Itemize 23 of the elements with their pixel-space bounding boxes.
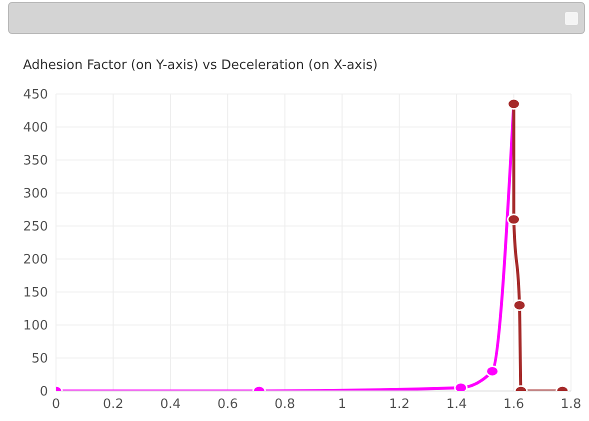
x-tick-label: 0.4 — [160, 397, 181, 412]
y-tick-label: 200 — [23, 252, 48, 268]
x-tick-label: 0.2 — [102, 397, 124, 412]
x-tick-label: 0.6 — [217, 397, 238, 412]
y-tick-label: 150 — [23, 286, 48, 301]
y-tick-label: 50 — [31, 352, 48, 367]
x-tick-label: 0 — [52, 397, 60, 412]
point — [512, 299, 526, 311]
y-tick-label: 400 — [23, 120, 48, 136]
y-tick-label: 300 — [23, 186, 48, 202]
x-tick-label: 1.4 — [446, 397, 467, 412]
y-tick-label: 0 — [40, 384, 48, 400]
x-tick-label: 1.8 — [560, 397, 582, 412]
x-tick-label: 1.2 — [388, 397, 410, 412]
chart-title: Adhesion Factor (on Y-axis) vs Deceleration (on X-axis) — [23, 58, 378, 73]
y-tick-label: 350 — [23, 154, 48, 169]
x-tick-label: 0.8 — [274, 397, 296, 412]
y-tick-label: 450 — [23, 88, 48, 103]
x-tick-label: 1 — [338, 397, 346, 412]
x-tick-label: 1.6 — [503, 397, 524, 412]
y-tick-label: 250 — [23, 220, 48, 235]
point — [507, 214, 521, 226]
y-tick-label: 100 — [23, 318, 48, 334]
